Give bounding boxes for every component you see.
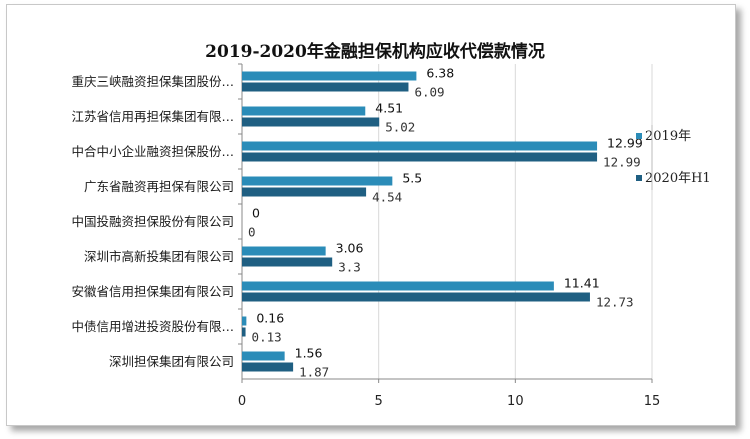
data-label: 4.51: [375, 101, 403, 116]
data-label: 3.3: [338, 260, 361, 275]
legend-label: 2020年H1: [645, 171, 711, 186]
chart-title: 2019-2020年金融担保机构应收代偿款情况: [205, 42, 545, 62]
data-label: 12.99: [603, 155, 641, 170]
data-label: 0: [252, 206, 260, 221]
category-label: 中债信用增进投资股份有限…: [71, 319, 234, 334]
bar-2020h1: [242, 292, 590, 302]
x-tick-label: 15: [644, 394, 661, 409]
data-label: 0.16: [256, 311, 284, 326]
data-label: 3.06: [336, 241, 364, 256]
bar-2019: [242, 176, 393, 186]
data-label: 5.5: [402, 171, 422, 186]
data-label: 0: [248, 225, 256, 240]
x-tick-label: 10: [507, 394, 524, 409]
data-label: 0.13: [252, 330, 282, 345]
category-label: 中合中小企业融资担保股份…: [71, 144, 234, 159]
legend-swatch: [636, 133, 642, 139]
category-label: 深圳市高新投集团有限公司: [84, 249, 234, 264]
bar-2019: [242, 281, 554, 291]
bar-2019: [242, 316, 247, 326]
data-label: 5.02: [385, 120, 415, 135]
data-label: 12.99: [607, 136, 643, 151]
data-label: 6.38: [426, 66, 454, 81]
legend-swatch: [636, 175, 642, 181]
bar-2020h1: [242, 82, 409, 92]
category-label: 深圳担保集团有限公司: [109, 354, 234, 369]
bar-2020h1: [242, 152, 598, 162]
data-label: 4.54: [372, 190, 402, 205]
bar-2019: [242, 106, 366, 116]
bar-2019: [242, 351, 285, 361]
bar-2019: [242, 246, 326, 256]
x-tick-label: 5: [375, 394, 383, 409]
x-tick-label: 0: [238, 394, 246, 409]
data-label: 1.56: [295, 346, 323, 361]
category-label: 中国投融资担保股份有限公司: [71, 214, 234, 229]
category-label: 江苏省信用再担保集团有限…: [71, 109, 234, 124]
bar-2020h1: [242, 327, 246, 337]
data-label: 11.41: [564, 276, 600, 291]
data-label: 6.09: [414, 85, 444, 100]
category-label: 重庆三峡融资担保集团股份…: [71, 74, 234, 89]
bar-2020h1: [242, 117, 380, 127]
bar-2019: [242, 71, 417, 81]
data-label: 1.87: [299, 365, 329, 380]
bar-2020h1: [242, 362, 294, 372]
category-label: 广东省融资再担保有限公司: [84, 179, 234, 194]
data-label: 12.73: [596, 295, 634, 310]
bar-2019: [242, 141, 598, 151]
legend-label: 2019年: [645, 129, 691, 144]
bar-2020h1: [242, 187, 367, 197]
bar-2020h1: [242, 257, 333, 267]
category-label: 安徽省信用担保集团有限公司: [71, 284, 234, 299]
